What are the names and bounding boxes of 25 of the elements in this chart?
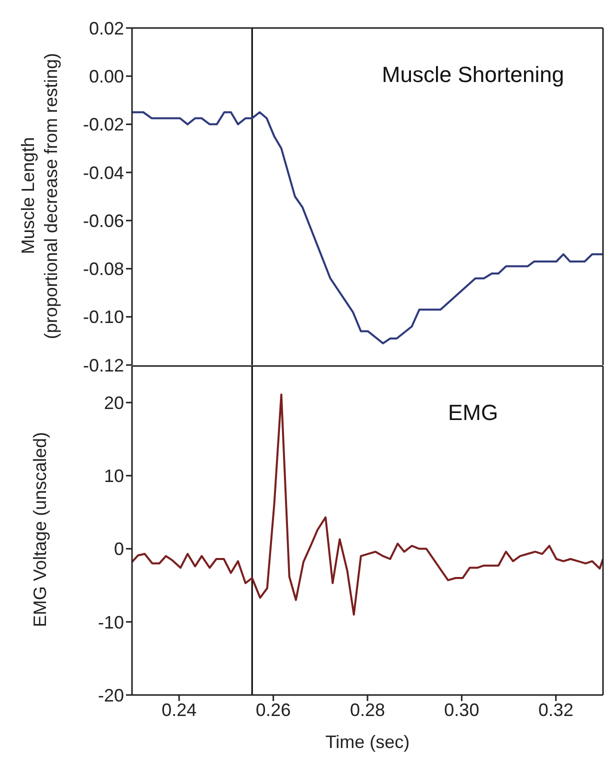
y-tick-label: -0.08 xyxy=(82,259,124,280)
y-tick-label: -20 xyxy=(98,685,124,706)
y-axis-title: EMG Voltage (unscaled) xyxy=(28,432,51,628)
y-tick-label: 0 xyxy=(114,539,124,560)
y-tick-label: -0.12 xyxy=(82,355,124,376)
y-tick-label: -0.02 xyxy=(82,114,124,135)
x-tick-label: 0.24 xyxy=(162,700,197,720)
x-axis-title: Time (sec) xyxy=(325,732,410,752)
line-series xyxy=(132,111,603,344)
x-tick-label: 0.30 xyxy=(444,700,480,720)
y-tick-label: -0.10 xyxy=(82,307,124,328)
y-tick-label: 10 xyxy=(104,466,124,486)
x-tick-label: 0.26 xyxy=(256,700,291,720)
line-series xyxy=(132,394,603,616)
y-tick-label: -0.04 xyxy=(82,162,124,183)
annotation: Muscle Shortening xyxy=(380,62,566,88)
x-tick-label: 0.32 xyxy=(538,700,574,720)
y-tick-label: 20 xyxy=(104,392,124,413)
y-tick-label: -0.06 xyxy=(82,210,124,231)
x-tick-label: 0.28 xyxy=(350,700,386,720)
annotation: EMG xyxy=(446,400,500,426)
y-tick-label: 0.02 xyxy=(88,18,124,38)
y-axis-title: Muscle Length (proportional decrease from resting) xyxy=(17,52,62,340)
y-tick-label: 0.00 xyxy=(88,66,124,87)
y-tick-label: -10 xyxy=(98,612,124,632)
